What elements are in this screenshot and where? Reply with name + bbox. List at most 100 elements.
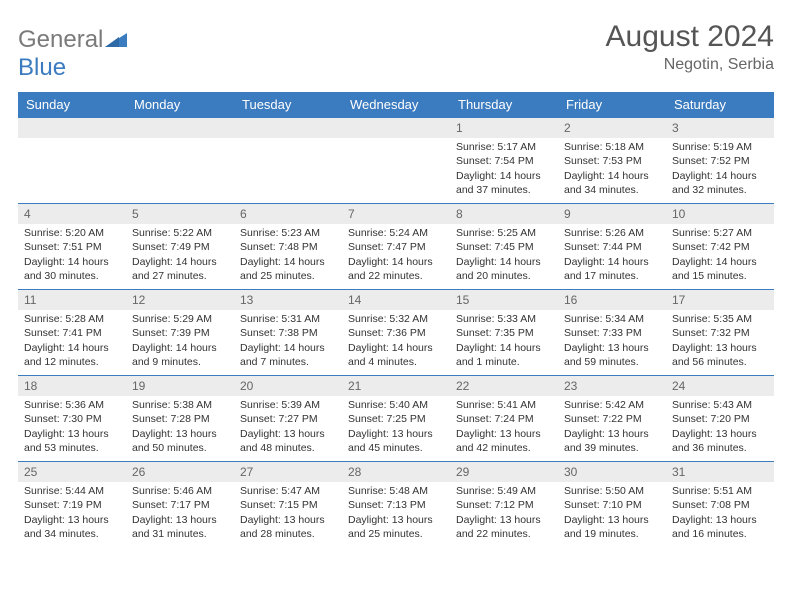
weekday-header: Thursday [450,92,558,118]
day-details: Sunrise: 5:22 AMSunset: 7:49 PMDaylight:… [126,224,234,287]
day-details: Sunrise: 5:50 AMSunset: 7:10 PMDaylight:… [558,482,666,545]
sunset-text: Sunset: 7:13 PM [348,498,444,512]
day-number: 19 [126,376,234,396]
day-number: 25 [18,462,126,482]
day-details: Sunrise: 5:44 AMSunset: 7:19 PMDaylight:… [18,482,126,545]
sunset-text: Sunset: 7:19 PM [24,498,120,512]
sunset-text: Sunset: 7:51 PM [24,240,120,254]
daylight-text: Daylight: 13 hours and 53 minutes. [24,427,120,455]
sunset-text: Sunset: 7:32 PM [672,326,768,340]
day-number: 23 [558,376,666,396]
day-number: 2 [558,118,666,138]
calendar-day-cell: 9Sunrise: 5:26 AMSunset: 7:44 PMDaylight… [558,204,666,290]
sunrise-text: Sunrise: 5:19 AM [672,140,768,154]
daylight-text: Daylight: 13 hours and 28 minutes. [240,513,336,541]
calendar-day-cell: 21Sunrise: 5:40 AMSunset: 7:25 PMDayligh… [342,376,450,462]
sunset-text: Sunset: 7:52 PM [672,154,768,168]
day-number: 22 [450,376,558,396]
sunrise-text: Sunrise: 5:41 AM [456,398,552,412]
daylight-text: Daylight: 14 hours and 4 minutes. [348,341,444,369]
sunrise-text: Sunrise: 5:48 AM [348,484,444,498]
day-number [126,118,234,138]
calendar-day-cell: 23Sunrise: 5:42 AMSunset: 7:22 PMDayligh… [558,376,666,462]
sunrise-text: Sunrise: 5:33 AM [456,312,552,326]
daylight-text: Daylight: 14 hours and 17 minutes. [564,255,660,283]
daylight-text: Daylight: 13 hours and 48 minutes. [240,427,336,455]
day-details: Sunrise: 5:26 AMSunset: 7:44 PMDaylight:… [558,224,666,287]
sunrise-text: Sunrise: 5:24 AM [348,226,444,240]
day-number: 8 [450,204,558,224]
sunrise-text: Sunrise: 5:49 AM [456,484,552,498]
logo-triangle-icon [105,26,127,54]
calendar-week-row: 4Sunrise: 5:20 AMSunset: 7:51 PMDaylight… [18,204,774,290]
day-details: Sunrise: 5:35 AMSunset: 7:32 PMDaylight:… [666,310,774,373]
sunrise-text: Sunrise: 5:25 AM [456,226,552,240]
calendar-day-cell: 1Sunrise: 5:17 AMSunset: 7:54 PMDaylight… [450,118,558,204]
calendar-day-cell: 12Sunrise: 5:29 AMSunset: 7:39 PMDayligh… [126,290,234,376]
sunset-text: Sunset: 7:22 PM [564,412,660,426]
day-number: 20 [234,376,342,396]
daylight-text: Daylight: 13 hours and 42 minutes. [456,427,552,455]
day-number: 31 [666,462,774,482]
day-details: Sunrise: 5:51 AMSunset: 7:08 PMDaylight:… [666,482,774,545]
day-number: 24 [666,376,774,396]
logo-text-general: General [18,26,103,54]
day-number: 14 [342,290,450,310]
sunset-text: Sunset: 7:25 PM [348,412,444,426]
sunrise-text: Sunrise: 5:47 AM [240,484,336,498]
calendar-day-cell: 31Sunrise: 5:51 AMSunset: 7:08 PMDayligh… [666,462,774,548]
sunrise-text: Sunrise: 5:50 AM [564,484,660,498]
sunrise-text: Sunrise: 5:20 AM [24,226,120,240]
sunset-text: Sunset: 7:48 PM [240,240,336,254]
sunset-text: Sunset: 7:17 PM [132,498,228,512]
calendar-day-cell [234,118,342,204]
daylight-text: Daylight: 14 hours and 32 minutes. [672,169,768,197]
day-details: Sunrise: 5:18 AMSunset: 7:53 PMDaylight:… [558,138,666,201]
daylight-text: Daylight: 13 hours and 39 minutes. [564,427,660,455]
day-details: Sunrise: 5:36 AMSunset: 7:30 PMDaylight:… [18,396,126,459]
calendar-day-cell: 14Sunrise: 5:32 AMSunset: 7:36 PMDayligh… [342,290,450,376]
daylight-text: Daylight: 14 hours and 25 minutes. [240,255,336,283]
daylight-text: Daylight: 14 hours and 7 minutes. [240,341,336,369]
calendar-day-cell: 25Sunrise: 5:44 AMSunset: 7:19 PMDayligh… [18,462,126,548]
day-number: 16 [558,290,666,310]
weekday-header: Wednesday [342,92,450,118]
calendar-table: SundayMondayTuesdayWednesdayThursdayFrid… [18,92,774,548]
daylight-text: Daylight: 14 hours and 9 minutes. [132,341,228,369]
sunset-text: Sunset: 7:15 PM [240,498,336,512]
calendar-day-cell: 13Sunrise: 5:31 AMSunset: 7:38 PMDayligh… [234,290,342,376]
daylight-text: Daylight: 14 hours and 1 minute. [456,341,552,369]
sunrise-text: Sunrise: 5:29 AM [132,312,228,326]
weekday-header: Saturday [666,92,774,118]
calendar-day-cell: 16Sunrise: 5:34 AMSunset: 7:33 PMDayligh… [558,290,666,376]
calendar-day-cell: 2Sunrise: 5:18 AMSunset: 7:53 PMDaylight… [558,118,666,204]
day-number: 21 [342,376,450,396]
day-details: Sunrise: 5:19 AMSunset: 7:52 PMDaylight:… [666,138,774,201]
daylight-text: Daylight: 13 hours and 25 minutes. [348,513,444,541]
day-number: 5 [126,204,234,224]
sunset-text: Sunset: 7:12 PM [456,498,552,512]
calendar-day-cell: 15Sunrise: 5:33 AMSunset: 7:35 PMDayligh… [450,290,558,376]
calendar-day-cell: 20Sunrise: 5:39 AMSunset: 7:27 PMDayligh… [234,376,342,462]
sunset-text: Sunset: 7:44 PM [564,240,660,254]
sunrise-text: Sunrise: 5:40 AM [348,398,444,412]
day-number: 4 [18,204,126,224]
daylight-text: Daylight: 14 hours and 27 minutes. [132,255,228,283]
sunrise-text: Sunrise: 5:27 AM [672,226,768,240]
daylight-text: Daylight: 13 hours and 50 minutes. [132,427,228,455]
daylight-text: Daylight: 13 hours and 59 minutes. [564,341,660,369]
day-details: Sunrise: 5:20 AMSunset: 7:51 PMDaylight:… [18,224,126,287]
sunrise-text: Sunrise: 5:36 AM [24,398,120,412]
daylight-text: Daylight: 13 hours and 22 minutes. [456,513,552,541]
sunset-text: Sunset: 7:39 PM [132,326,228,340]
day-number: 11 [18,290,126,310]
day-number: 27 [234,462,342,482]
sunset-text: Sunset: 7:10 PM [564,498,660,512]
day-details: Sunrise: 5:23 AMSunset: 7:48 PMDaylight:… [234,224,342,287]
daylight-text: Daylight: 14 hours and 12 minutes. [24,341,120,369]
day-number: 9 [558,204,666,224]
day-details: Sunrise: 5:31 AMSunset: 7:38 PMDaylight:… [234,310,342,373]
sunset-text: Sunset: 7:08 PM [672,498,768,512]
calendar-page: General August 2024 Negotin, Serbia Blue… [0,0,792,548]
day-number [18,118,126,138]
